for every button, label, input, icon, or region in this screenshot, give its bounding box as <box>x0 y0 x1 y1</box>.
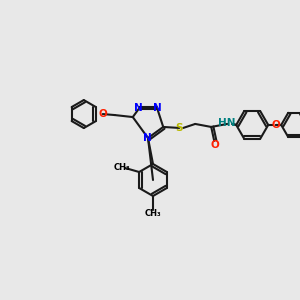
Text: CH₃: CH₃ <box>145 209 161 218</box>
Text: N: N <box>153 103 162 113</box>
Text: O: O <box>272 120 280 130</box>
Text: O: O <box>98 109 107 119</box>
Text: S: S <box>176 123 183 133</box>
Text: O: O <box>211 140 220 150</box>
Text: HN: HN <box>218 118 236 128</box>
Text: CH₃: CH₃ <box>114 164 130 172</box>
Text: N: N <box>142 133 152 143</box>
Text: N: N <box>134 103 143 113</box>
